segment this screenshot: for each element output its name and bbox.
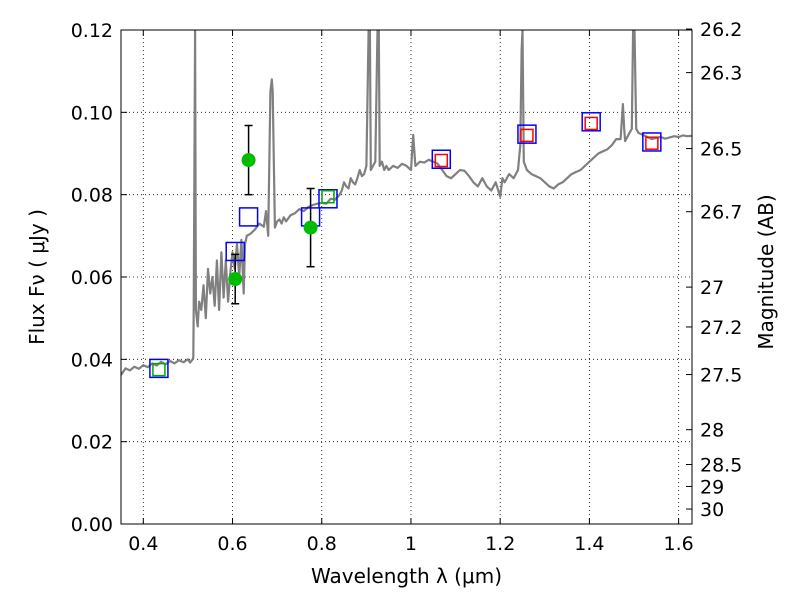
blue-square-marker bbox=[318, 189, 338, 209]
green-square-marker bbox=[321, 189, 335, 204]
red-square-marker bbox=[520, 128, 534, 143]
red-square-marker bbox=[584, 116, 598, 131]
y-tick-label: 0.02 bbox=[71, 432, 113, 454]
y-tick-label: 0.10 bbox=[71, 102, 113, 124]
mag-tick-label: 28.5 bbox=[700, 454, 742, 476]
mag-tick-label: 28 bbox=[700, 420, 724, 442]
x-axis-title: Wavelength λ (μm) bbox=[311, 564, 502, 588]
blue-square-marker bbox=[431, 149, 452, 170]
mag-tick-label: 27.2 bbox=[700, 317, 742, 339]
mag-tick-label: 26.3 bbox=[700, 63, 742, 85]
green-square-marker bbox=[152, 362, 166, 377]
red-square-marker bbox=[434, 153, 449, 168]
x-tick-label: 1 bbox=[405, 533, 417, 555]
mag-tick-label: 26.2 bbox=[700, 19, 742, 41]
red-square-marker bbox=[645, 136, 659, 150]
x-tick-labels: 0.4 0.6 0.8 1 1.2 1.4 1.6 bbox=[128, 533, 694, 555]
y-tick-labels: 0.00 0.02 0.04 0.06 0.08 0.10 0.12 bbox=[71, 20, 113, 536]
mag-tick-label: 26.7 bbox=[700, 202, 742, 224]
x-tick-label: 0.6 bbox=[217, 533, 247, 555]
y-tick-label: 0.06 bbox=[71, 267, 113, 289]
spectrum-layer bbox=[121, 30, 692, 376]
blue-square-marker bbox=[149, 358, 169, 379]
y-tick-label: 0.12 bbox=[71, 20, 113, 42]
mag-tick-label: 27.5 bbox=[700, 365, 742, 387]
mag-tick-label: 27 bbox=[700, 277, 724, 299]
y-tick-label: 0.08 bbox=[71, 185, 113, 207]
axis-ticks bbox=[121, 28, 692, 525]
blue-square-marker bbox=[238, 207, 259, 227]
data-markers bbox=[149, 112, 662, 379]
blue-square-marker bbox=[225, 241, 245, 262]
x-tick-label: 0.4 bbox=[128, 533, 158, 555]
blue-square-marker bbox=[517, 124, 537, 144]
x-tick-label: 1.6 bbox=[664, 533, 694, 555]
mag-tick-label: 26.5 bbox=[700, 139, 742, 161]
green-circle-marker bbox=[228, 272, 243, 287]
x-tick-label: 1.4 bbox=[574, 533, 604, 555]
green-circle-marker bbox=[241, 153, 256, 168]
mag-tick-label: 30 bbox=[700, 499, 724, 521]
green-circle-marker bbox=[303, 220, 318, 235]
mag-tick-label: 29 bbox=[700, 476, 724, 498]
y-tick-label: 0.04 bbox=[71, 349, 113, 371]
y2-axis-title: Magnitude (AB) bbox=[754, 194, 778, 349]
x-tick-label: 1.2 bbox=[485, 533, 515, 555]
x-tick-label: 0.8 bbox=[307, 533, 337, 555]
blue-square-marker bbox=[581, 112, 601, 132]
y-tick-label: 0.00 bbox=[71, 514, 113, 536]
y-axis-title: Flux Fν ( μJy ) bbox=[25, 209, 49, 345]
spectrum-line bbox=[121, 30, 692, 376]
blue-square-marker bbox=[642, 132, 662, 152]
